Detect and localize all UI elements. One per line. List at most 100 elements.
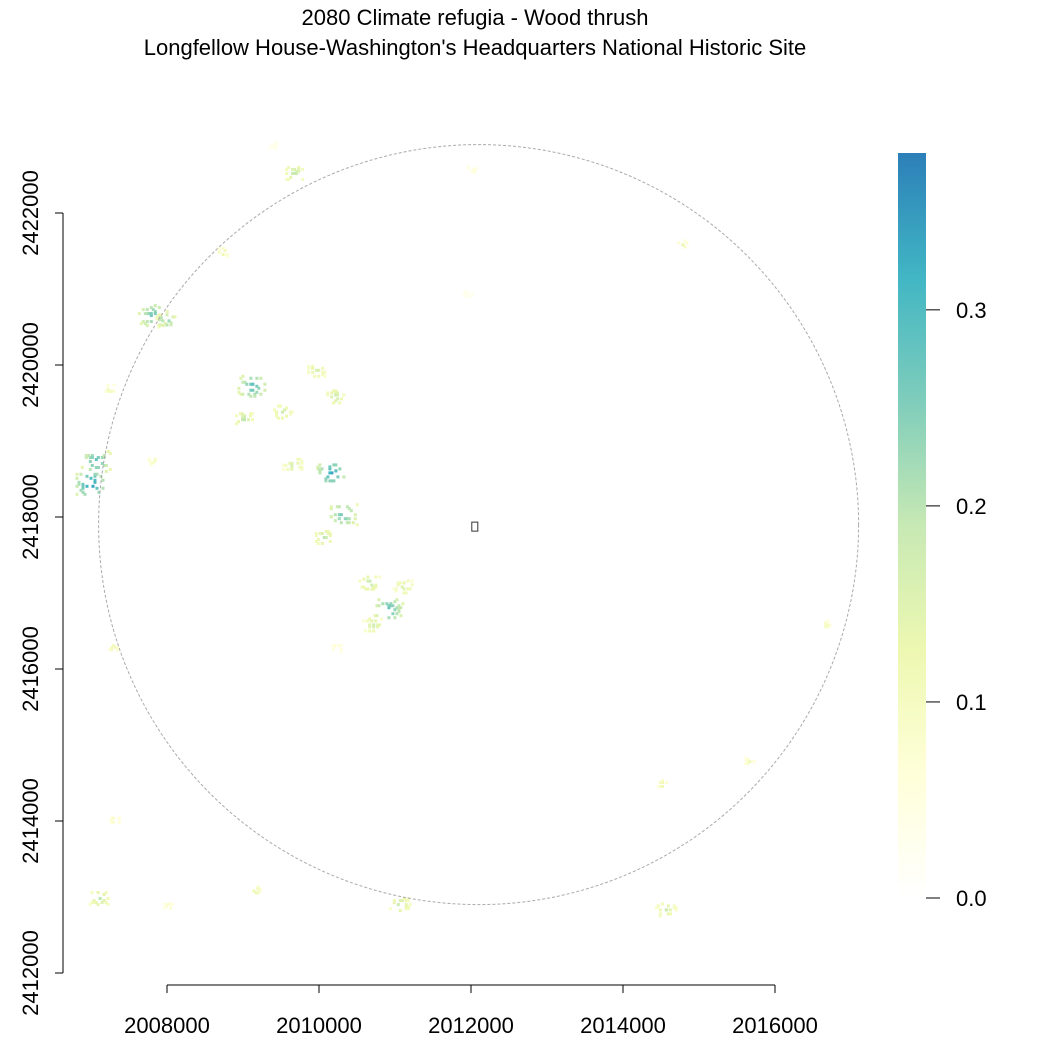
refugia-pixel bbox=[313, 374, 317, 378]
refugia-pixel bbox=[249, 382, 253, 386]
refugia-pixel bbox=[465, 292, 469, 296]
refugia-pixel bbox=[237, 390, 241, 394]
refugia-pixel bbox=[824, 625, 828, 629]
refugia-pixel bbox=[249, 394, 253, 398]
refugia-pixel bbox=[139, 322, 143, 326]
refugia-pixel bbox=[366, 587, 370, 591]
refugia-pixel bbox=[141, 308, 145, 312]
refugia-pixel bbox=[251, 382, 255, 386]
refugia-pixel bbox=[388, 907, 392, 911]
refugia-pixel bbox=[330, 395, 334, 399]
refugia-pixel bbox=[317, 368, 321, 372]
refugia-pixel bbox=[217, 247, 221, 250]
refugia-pixel bbox=[295, 171, 299, 175]
refugia-pixel bbox=[290, 465, 294, 469]
refugia-pixel bbox=[389, 604, 393, 608]
refugia-pixel bbox=[94, 466, 98, 469]
refugia-pixel bbox=[387, 604, 391, 608]
refugia-pixel bbox=[253, 394, 257, 398]
refugia-pixel bbox=[332, 463, 336, 467]
refugia-pixel bbox=[96, 903, 100, 906]
refugia-pixel bbox=[112, 383, 116, 387]
refugia-pixel bbox=[81, 490, 85, 494]
refugia-pixel bbox=[285, 414, 288, 418]
refugia-pixel bbox=[323, 374, 327, 378]
refugia-pixel bbox=[334, 391, 338, 395]
refugia-pixel bbox=[288, 461, 292, 465]
refugia-pixel bbox=[321, 370, 325, 374]
refugia-pixel bbox=[285, 177, 289, 181]
refugia-pixel bbox=[374, 619, 378, 623]
refugia-pixel bbox=[355, 503, 359, 507]
refugia-pixel bbox=[161, 319, 165, 323]
refugia-pixel bbox=[345, 505, 349, 509]
refugia-patch bbox=[373, 598, 405, 620]
refugia-pixel bbox=[251, 418, 254, 422]
refugia-pixel bbox=[467, 165, 470, 169]
refugia-pixel bbox=[366, 575, 370, 579]
refugia-pixel bbox=[318, 463, 322, 467]
refugia-pixel bbox=[290, 463, 294, 467]
refugia-pixel bbox=[824, 623, 828, 627]
refugia-pixel bbox=[111, 816, 115, 820]
refugia-pixel bbox=[332, 401, 336, 405]
refugia-pixel bbox=[237, 386, 241, 390]
refugia-pixel bbox=[473, 169, 476, 173]
refugia-pixel bbox=[81, 482, 85, 486]
refugia-pixel bbox=[147, 459, 151, 463]
refugia-pixel bbox=[314, 534, 318, 537]
refugia-pixel bbox=[826, 625, 830, 629]
refugia-pixel bbox=[374, 585, 378, 589]
refugia-pixel bbox=[685, 241, 689, 245]
refugia-pixel bbox=[353, 517, 357, 521]
refugia-pixel bbox=[241, 416, 244, 420]
refugia-pixel bbox=[81, 484, 85, 488]
refugia-pixel bbox=[322, 536, 326, 539]
refugia-pixel bbox=[353, 513, 357, 517]
refugia-pixel bbox=[143, 322, 147, 326]
refugia-pixel bbox=[746, 762, 750, 766]
refugia-pixel bbox=[377, 598, 381, 602]
refugia-pixel bbox=[368, 617, 372, 621]
refugia-pixel bbox=[668, 912, 672, 916]
legend-tick-label: 0.3 bbox=[956, 298, 987, 323]
refugia-pixel bbox=[253, 392, 257, 396]
refugia-pixel bbox=[370, 587, 374, 591]
refugia-pixel bbox=[297, 165, 301, 169]
refugia-pixel bbox=[165, 310, 169, 314]
refugia-pixel bbox=[93, 478, 97, 482]
refugia-pixel bbox=[91, 484, 95, 488]
refugia-pixel bbox=[362, 577, 366, 581]
refugia-pixel bbox=[149, 314, 153, 318]
refugia-pixel bbox=[321, 372, 325, 376]
refugia-pixel bbox=[395, 606, 399, 610]
refugia-pixel bbox=[75, 476, 79, 480]
refugia-pixel bbox=[217, 249, 221, 252]
refugia-pixel bbox=[89, 476, 93, 480]
refugia-pixel bbox=[101, 486, 105, 490]
refugia-pixel bbox=[372, 625, 376, 629]
refugia-patch bbox=[237, 374, 267, 398]
refugia-pixel bbox=[257, 386, 261, 390]
refugia-pixel bbox=[366, 579, 370, 583]
refugia-pixel bbox=[375, 604, 379, 608]
refugia-pixel bbox=[109, 820, 113, 824]
refugia-pixel bbox=[471, 169, 474, 173]
refugia-pixel bbox=[370, 619, 374, 623]
refugia-pixel bbox=[330, 479, 334, 483]
refugia-pixel bbox=[169, 902, 172, 906]
refugia-pixel bbox=[106, 903, 110, 906]
refugia-pixel bbox=[338, 401, 342, 405]
refugia-pixel bbox=[88, 468, 92, 471]
refugia-pixel bbox=[404, 903, 408, 907]
refugia-pixel bbox=[396, 583, 400, 587]
refugia-pixel bbox=[217, 251, 221, 254]
refugia-pixel bbox=[100, 462, 104, 465]
refugia-pixel bbox=[391, 604, 395, 608]
refugia-pixel bbox=[658, 908, 662, 912]
refugia-pixel bbox=[314, 532, 318, 535]
refugia-pixel bbox=[259, 392, 263, 396]
refugia-pixel bbox=[155, 317, 159, 321]
refugia-pixel bbox=[748, 760, 752, 764]
refugia-pixel bbox=[101, 478, 105, 482]
